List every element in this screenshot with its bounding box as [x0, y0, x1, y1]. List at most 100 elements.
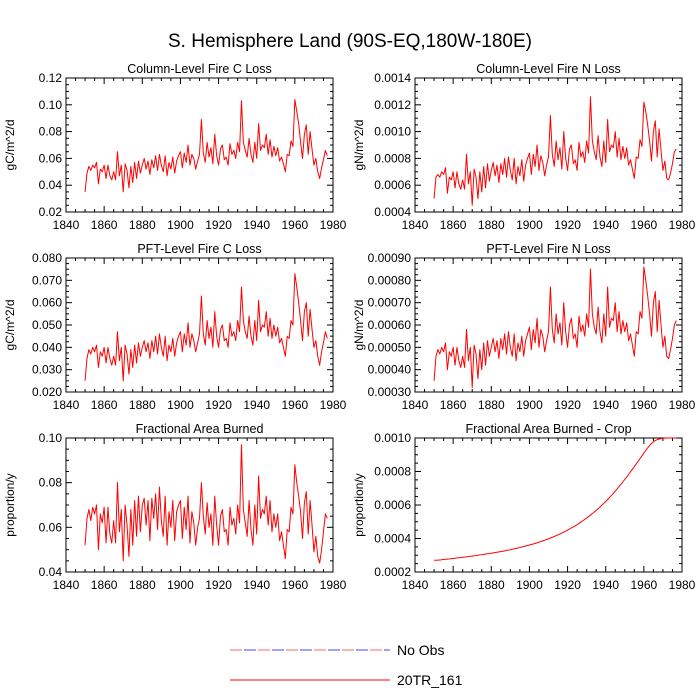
y-tick-label: 0.12 — [39, 71, 63, 85]
x-tick-label: 1940 — [243, 398, 270, 412]
y-tick-label: 0.0012 — [374, 98, 411, 112]
y-tick-label: 0.020 — [32, 385, 62, 399]
y-tick-label: 0.0006 — [374, 498, 411, 512]
x-tick-label: 1880 — [478, 578, 505, 592]
x-tick-label: 1880 — [478, 218, 505, 232]
x-tick-label: 1940 — [243, 218, 270, 232]
y-tick-label: 0.06 — [39, 151, 63, 165]
y-axis-label: gN/m^2/d — [352, 120, 366, 171]
y-tick-label: 0.0002 — [374, 565, 411, 579]
y-tick-label: 0.0006 — [374, 178, 411, 192]
y-tick-label: 0.00040 — [368, 363, 412, 377]
x-tick-label: 1840 — [402, 578, 429, 592]
y-tick-label: 0.08 — [39, 476, 63, 490]
y-tick-label: 0.040 — [32, 340, 62, 354]
y-tick-label: 0.0004 — [374, 205, 411, 219]
panel-3: 1840 1860 1880 1900 1920 1940 1960 1980 0.020 0.0… — [3, 242, 347, 412]
y-tick-label: 0.04 — [39, 178, 63, 192]
x-tick-label: 1860 — [440, 398, 467, 412]
x-tick-label: 1900 — [516, 398, 543, 412]
y-tick-label: 0.00050 — [368, 340, 412, 354]
series-line-20tr-161 — [84, 273, 328, 382]
panel-2: 1840 1860 1880 1900 1920 1940 1960 1980 0.0004 0.… — [352, 62, 696, 232]
panel-5: 1840 1860 1880 1900 1920 1940 1960 1980 0.04 0.06… — [3, 422, 347, 592]
y-tick-label: 0.10 — [39, 431, 63, 445]
y-tick-label: 0.060 — [32, 296, 62, 310]
x-tick-label: 1840 — [402, 398, 429, 412]
series-line-20tr-161 — [433, 96, 677, 206]
x-tick-label: 1980 — [320, 578, 347, 592]
y-tick-label: 0.0010 — [374, 431, 411, 445]
y-tick-label: 0.00060 — [368, 318, 412, 332]
panels: 1840 1860 1880 1900 1920 1940 1960 1980 0.02 0.04… — [3, 62, 696, 592]
x-tick-label: 1900 — [516, 578, 543, 592]
y-tick-label: 0.00070 — [368, 296, 412, 310]
y-tick-label: 0.030 — [32, 363, 62, 377]
x-tick-label: 1860 — [91, 398, 118, 412]
y-tick-label: 0.050 — [32, 318, 62, 332]
x-tick-label: 1860 — [91, 578, 118, 592]
series-line-20tr-161 — [433, 266, 677, 389]
x-tick-label: 1920 — [554, 218, 581, 232]
figure-title: S. Hemisphere Land (90S-EQ,180W-180E) — [168, 31, 532, 52]
panel-title: Column-Level Fire N Loss — [476, 62, 621, 76]
x-tick-label: 1920 — [554, 398, 581, 412]
panel-1: 1840 1860 1880 1900 1920 1940 1960 1980 0.02 0.04… — [3, 62, 347, 232]
x-tick-label: 1840 — [53, 398, 80, 412]
y-axis-label: proportion/y — [352, 473, 366, 536]
x-tick-label: 1940 — [243, 578, 270, 592]
panel-title: PFT-Level Fire C Loss — [137, 242, 261, 256]
x-tick-label: 1840 — [53, 578, 80, 592]
x-tick-label: 1840 — [53, 218, 80, 232]
y-tick-label: 0.08 — [39, 125, 63, 139]
x-tick-label: 1900 — [167, 578, 194, 592]
y-tick-label: 0.0010 — [374, 125, 411, 139]
x-tick-label: 1980 — [320, 218, 347, 232]
x-tick-label: 1920 — [205, 578, 232, 592]
x-tick-label: 1940 — [592, 218, 619, 232]
y-axis-label: gN/m^2/d — [352, 300, 366, 351]
x-tick-label: 1920 — [205, 398, 232, 412]
legend-label-20tr: 20TR_161 — [397, 672, 463, 688]
x-tick-label: 1980 — [320, 398, 347, 412]
panel-frame — [414, 437, 683, 573]
x-tick-label: 1880 — [129, 578, 156, 592]
legend: No Obs 20TR_161 — [230, 642, 463, 688]
y-axis-label: gC/m^2/d — [3, 300, 17, 351]
x-tick-label: 1960 — [282, 578, 309, 592]
series-line-20tr-161 — [84, 444, 328, 564]
series-line-20tr-161 — [434, 437, 677, 561]
x-tick-label: 1900 — [516, 218, 543, 232]
series-line-20tr-161 — [84, 98, 328, 193]
x-tick-label: 1960 — [282, 398, 309, 412]
panel-title: Fractional Area Burned — [136, 422, 264, 436]
x-tick-label: 1880 — [129, 398, 156, 412]
panel-6: 1840 1860 1880 1900 1920 1940 1960 1980 0.0002 0.… — [352, 422, 696, 592]
x-tick-label: 1860 — [91, 218, 118, 232]
y-axis-label: gC/m^2/d — [3, 120, 17, 171]
y-tick-label: 0.070 — [32, 273, 62, 287]
y-tick-label: 0.0014 — [374, 71, 411, 85]
panel-title: Fractional Area Burned - Crop — [465, 422, 631, 436]
y-axis-label: proportion/y — [3, 473, 17, 536]
y-tick-label: 0.080 — [32, 251, 62, 265]
x-tick-label: 1840 — [402, 218, 429, 232]
y-tick-label: 0.00090 — [368, 251, 412, 265]
x-tick-label: 1900 — [167, 218, 194, 232]
y-tick-label: 0.10 — [39, 98, 63, 112]
y-tick-label: 0.0008 — [374, 465, 411, 479]
x-tick-label: 1920 — [554, 578, 581, 592]
y-tick-label: 0.0008 — [374, 151, 411, 165]
y-tick-label: 0.06 — [39, 520, 63, 534]
x-tick-label: 1980 — [669, 398, 696, 412]
y-tick-label: 0.00030 — [368, 385, 412, 399]
x-tick-label: 1940 — [592, 578, 619, 592]
y-tick-label: 0.00080 — [368, 273, 412, 287]
x-tick-label: 1880 — [129, 218, 156, 232]
y-tick-label: 0.02 — [39, 205, 63, 219]
x-tick-label: 1960 — [631, 218, 658, 232]
panel-4: 1840 1860 1880 1900 1920 1940 1960 1980 0.00030 0… — [352, 242, 696, 412]
x-tick-label: 1920 — [205, 218, 232, 232]
x-tick-label: 1980 — [669, 578, 696, 592]
x-tick-label: 1960 — [631, 398, 658, 412]
